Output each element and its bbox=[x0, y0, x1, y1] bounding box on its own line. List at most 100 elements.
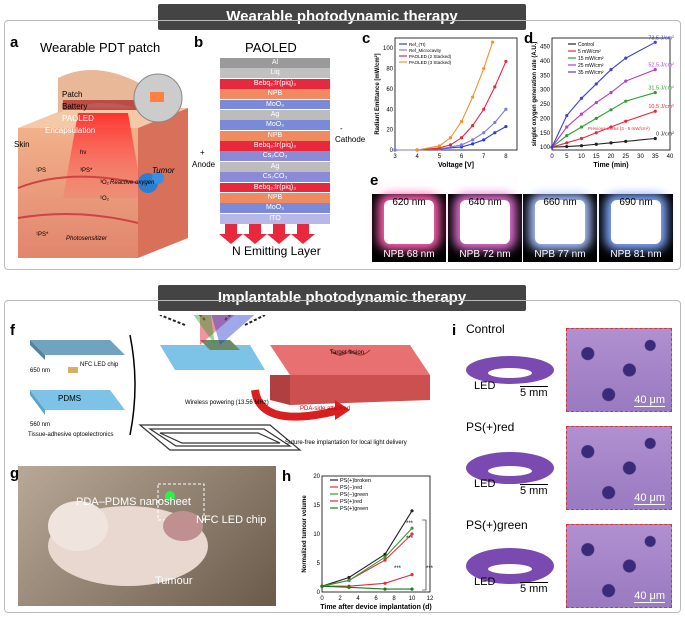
label-tumor: Tumor bbox=[152, 166, 175, 175]
stack-layer: NPB bbox=[220, 130, 330, 141]
x-tick-label: 8 bbox=[504, 154, 508, 160]
y-tick-label: 5 bbox=[317, 561, 321, 567]
label-tumour: Tumour bbox=[155, 575, 193, 587]
label-paoled: PAOLED bbox=[62, 114, 94, 123]
label-3o2: ³O₂ bbox=[100, 180, 109, 186]
chart-d: 0 5 10 15 20 25 30 35 40 100 150 200 250 300 350 400 450… bbox=[532, 35, 674, 169]
label-battery: Battery bbox=[62, 102, 88, 111]
data-point bbox=[565, 144, 569, 149]
panel-f-letter: f bbox=[10, 322, 15, 339]
x-axis-label: Time (min) bbox=[593, 162, 628, 169]
panel-i-letter: i bbox=[452, 322, 457, 339]
stack-layer: Bebq₂:Ir(piq)₃ bbox=[220, 182, 330, 193]
data-point bbox=[624, 139, 628, 143]
x-tick-label: 30 bbox=[637, 154, 644, 160]
emission-arrows bbox=[219, 224, 315, 244]
x-tick-label: 5 bbox=[565, 154, 569, 160]
histology-group-title: PS(+)red bbox=[466, 420, 515, 434]
plot-frame bbox=[321, 475, 431, 593]
data-point bbox=[459, 136, 464, 140]
label-1o2: ¹O₂ bbox=[100, 196, 109, 202]
npb-thickness-label: NPB 72 nm bbox=[459, 249, 511, 260]
data-point bbox=[579, 136, 584, 141]
panel-a-title: Wearable PDT patch bbox=[40, 40, 161, 55]
series-line bbox=[321, 527, 413, 587]
data-point bbox=[482, 138, 486, 142]
data-point bbox=[448, 143, 453, 147]
data-point bbox=[493, 131, 497, 135]
legend-label: PAOLED (2 Stacked) bbox=[409, 54, 452, 59]
label-reactive-oxygen: Reactive oxygen bbox=[110, 180, 155, 186]
label-650nm: 650 nm bbox=[30, 368, 51, 374]
label-nanosheet: PDA–PDMS nanosheet bbox=[76, 496, 191, 508]
data-point bbox=[383, 581, 387, 585]
data-point bbox=[609, 141, 613, 145]
emission-glow bbox=[535, 200, 585, 244]
led-label: LED bbox=[474, 380, 496, 392]
legend-label: PAOLED (3 Stacked) bbox=[409, 60, 452, 65]
x-tick-label: 10 bbox=[578, 154, 585, 160]
significance-mark: *** bbox=[426, 566, 434, 572]
npb-thickness-label: NPB 77 nm bbox=[534, 249, 586, 260]
legend-label: 15 mW/cm² bbox=[578, 56, 604, 62]
stack-layer: NPB bbox=[220, 89, 330, 99]
legend-label: PS(+)red bbox=[340, 499, 362, 505]
panel-e-letter: e bbox=[370, 172, 379, 189]
legend-label: PS(+)broken bbox=[340, 478, 371, 484]
x-tick-label: 8 bbox=[392, 596, 396, 602]
data-point bbox=[579, 112, 584, 116]
significance-mark: *** bbox=[406, 521, 414, 527]
data-point bbox=[410, 526, 414, 530]
data-point bbox=[320, 584, 324, 588]
y-tick-label: 40 bbox=[386, 107, 393, 113]
data-point bbox=[493, 85, 497, 89]
data-point bbox=[594, 101, 598, 105]
stack-layer: Cs₂CO₃ bbox=[220, 172, 330, 182]
stack-layer: MoO₃ bbox=[220, 203, 330, 214]
dose-annotation: 0 J/cm² bbox=[656, 132, 674, 138]
bottom-frame bbox=[4, 300, 681, 613]
data-point bbox=[493, 120, 497, 125]
y-tick-label: 250 bbox=[540, 102, 551, 108]
data-point bbox=[415, 148, 419, 152]
label-nfc-chip-f: NFC LED chip bbox=[80, 362, 119, 368]
data-point bbox=[459, 143, 464, 147]
x-tick-label: 15 bbox=[593, 154, 600, 160]
stack-layer: NPB bbox=[220, 192, 330, 203]
x-tick-label: 4 bbox=[416, 154, 420, 160]
y-tick-label: 350 bbox=[540, 73, 551, 79]
legend-label: Ref_Microcavity bbox=[409, 48, 442, 53]
label-pda-side: PDA-side attached bbox=[300, 406, 351, 412]
data-point bbox=[653, 136, 657, 141]
series-line bbox=[551, 92, 656, 148]
x-tick-label: 10 bbox=[409, 596, 416, 602]
x-tick-label: 2 bbox=[338, 596, 342, 602]
data-point bbox=[459, 119, 464, 124]
x-tick-label: 6 bbox=[460, 154, 464, 160]
stack-layer: Bebq₂:Ir(piq)₃ bbox=[220, 141, 330, 151]
tissue-section-lowmag bbox=[462, 438, 562, 498]
tissue-section-lowmag bbox=[462, 340, 562, 400]
x-tick-label: 4 bbox=[356, 596, 360, 602]
emission-glow bbox=[611, 200, 661, 244]
cathode-label: Cathode bbox=[335, 135, 366, 144]
y-tick-label: 400 bbox=[540, 59, 551, 65]
data-point bbox=[550, 145, 554, 149]
implant-illustration bbox=[30, 315, 430, 451]
data-point bbox=[653, 40, 657, 44]
emitting-layer-label: N Emitting Layer bbox=[232, 244, 321, 258]
anode-label: Anode bbox=[192, 160, 216, 169]
data-point bbox=[594, 116, 598, 121]
series-line bbox=[551, 41, 656, 148]
data-point bbox=[383, 587, 387, 591]
data-point bbox=[410, 573, 414, 577]
data-point bbox=[504, 124, 508, 129]
y-tick-label: 100 bbox=[383, 46, 394, 52]
tissue-section-highmag: 40 μm bbox=[566, 426, 672, 510]
x-axis-label: Voltage [V] bbox=[438, 162, 474, 169]
y-axis-label: Normalized tumour volume bbox=[302, 495, 308, 573]
series-line bbox=[417, 61, 507, 151]
label-wireless: Wireless powering (13.56 MHz) bbox=[185, 400, 269, 406]
emitter-tile: 690 nm NPB 81 nm bbox=[599, 194, 673, 262]
